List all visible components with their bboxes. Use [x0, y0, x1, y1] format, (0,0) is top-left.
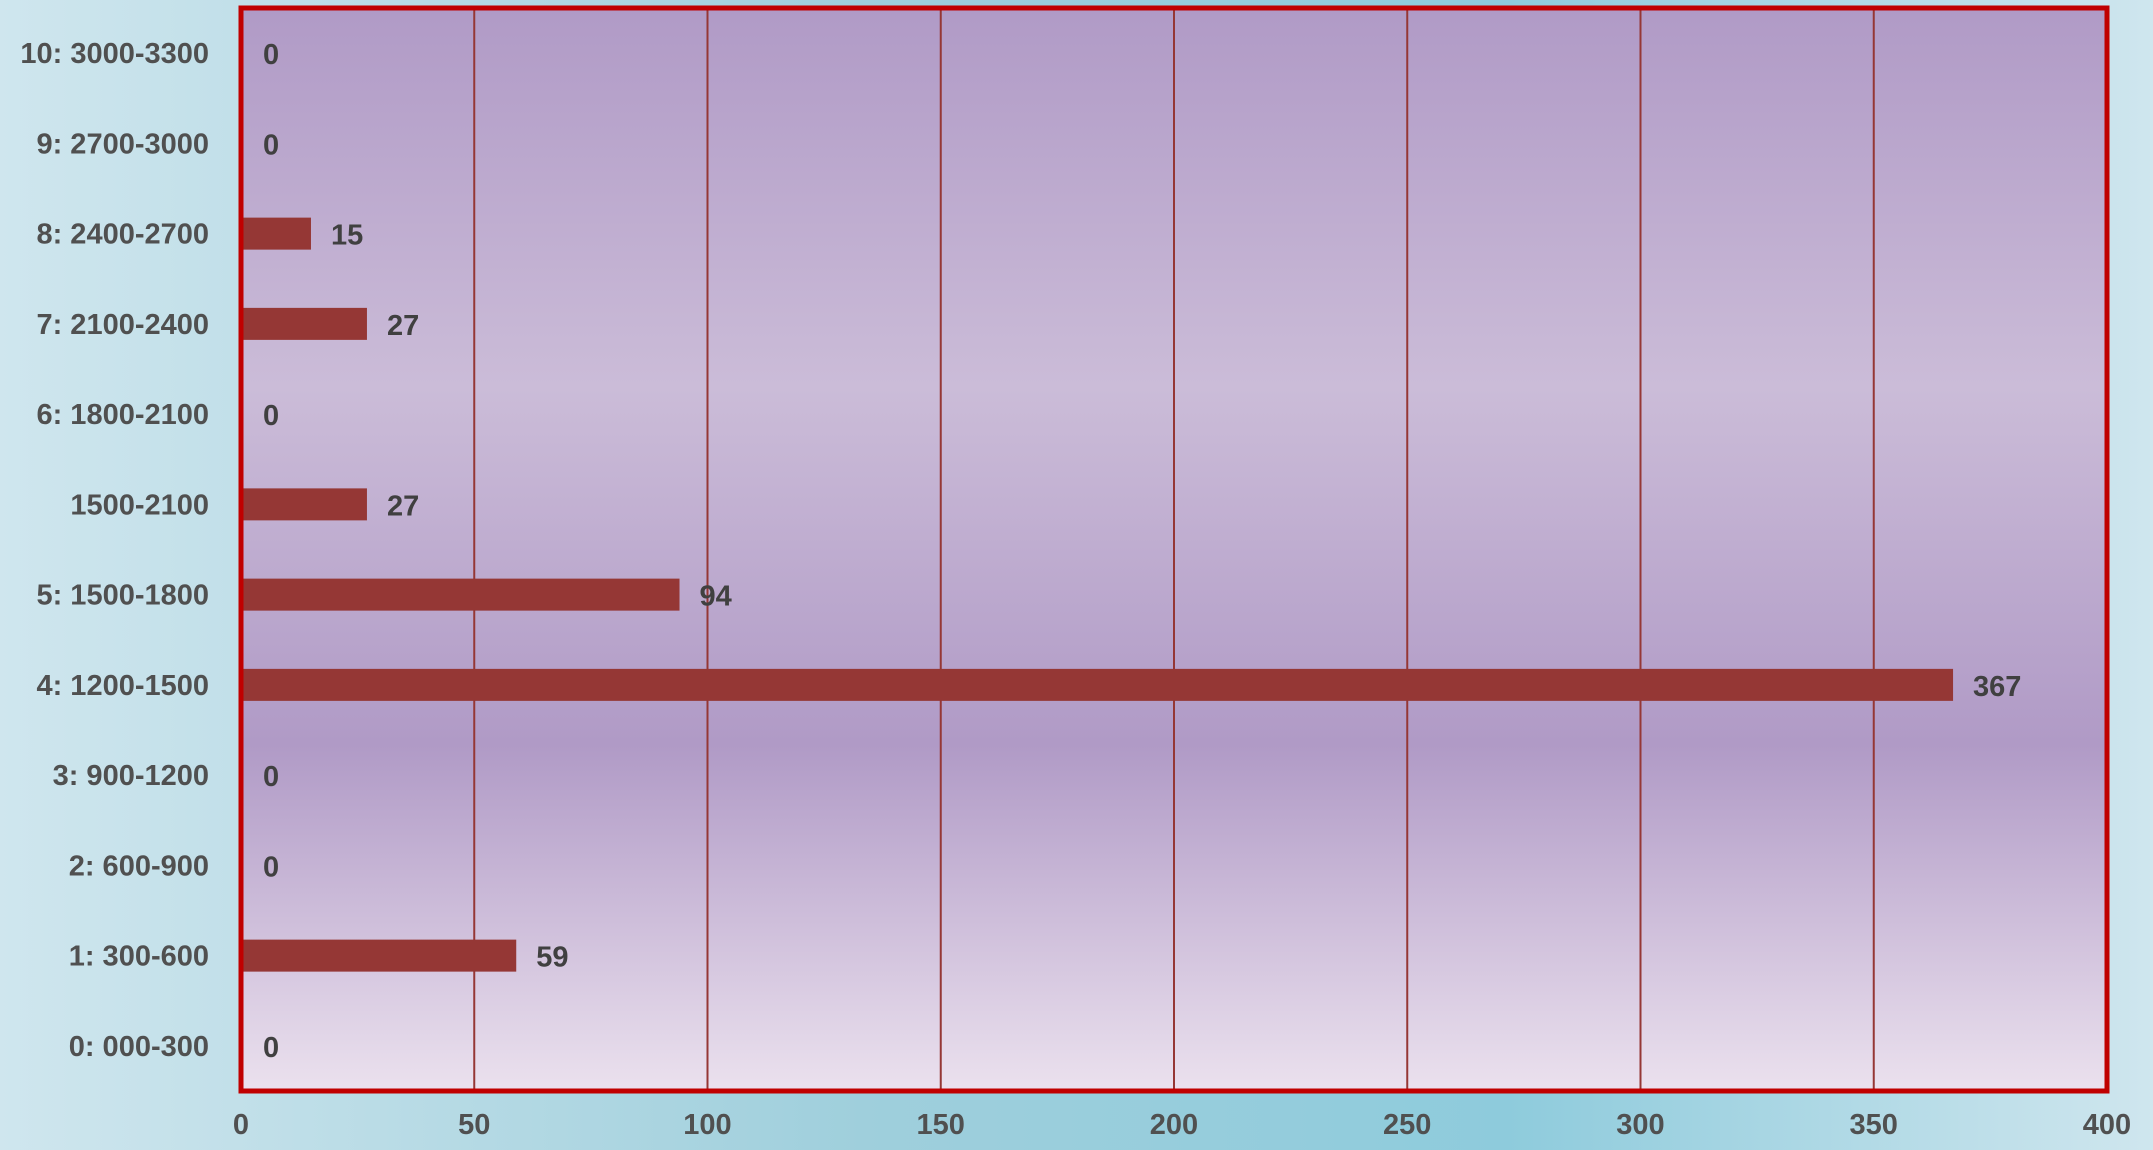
category-label: 3: 900-1200 [53, 760, 209, 792]
data-label: 27 [387, 490, 419, 522]
bars [243, 217, 1954, 972]
data-label: 0 [263, 761, 279, 793]
bar [243, 217, 311, 250]
x-tick-label: 400 [2083, 1109, 2131, 1141]
category-label: 1500-2100 [70, 489, 209, 521]
data-label: 0 [263, 1032, 279, 1064]
data-label: 0 [263, 400, 279, 432]
bar [243, 307, 367, 340]
x-tick-label: 50 [458, 1109, 490, 1141]
x-tick-label: 0 [233, 1109, 249, 1141]
x-tick-label: 200 [1150, 1109, 1198, 1141]
category-label: 4: 1200-1500 [36, 670, 209, 702]
data-label: 367 [1973, 671, 2021, 703]
bar [243, 488, 367, 521]
category-label: 5: 1500-1800 [36, 580, 209, 612]
data-label: 27 [387, 310, 419, 342]
x-tick-label: 250 [1383, 1109, 1431, 1141]
data-label: 0 [263, 851, 279, 883]
data-label: 59 [536, 942, 568, 974]
category-label: 2: 600-900 [69, 850, 209, 882]
category-label: 9: 2700-3000 [36, 128, 209, 160]
data-label: 0 [263, 129, 279, 161]
category-label: 10: 3000-3300 [20, 38, 209, 70]
category-label: 8: 2400-2700 [36, 219, 209, 251]
data-labels: 0 59 0 0 367 94 27 0 27 15 0 0 [263, 39, 2021, 1064]
bar [243, 939, 517, 972]
category-label: 1: 300-600 [69, 941, 209, 973]
value-axis: 0 50 100 150 200 250 300 350 400 [233, 1109, 2131, 1141]
plot-border [238, 5, 2110, 1094]
bar [243, 578, 680, 611]
category-axis: 0: 000-300 1: 300-600 2: 600-900 3: 900-120… [20, 38, 209, 1063]
x-tick-label: 350 [1850, 1109, 1898, 1141]
x-tick-label: 150 [917, 1109, 965, 1141]
data-label: 94 [700, 581, 732, 613]
x-tick-label: 100 [683, 1109, 731, 1141]
bar [243, 668, 1954, 701]
category-label: 6: 1800-2100 [36, 399, 209, 431]
data-label: 0 [263, 39, 279, 71]
x-tick-label: 300 [1616, 1109, 1664, 1141]
gridlines [473, 8, 1875, 1091]
data-label: 15 [331, 220, 363, 252]
category-label: 0: 000-300 [69, 1031, 209, 1063]
category-label: 7: 2100-2400 [36, 309, 209, 341]
